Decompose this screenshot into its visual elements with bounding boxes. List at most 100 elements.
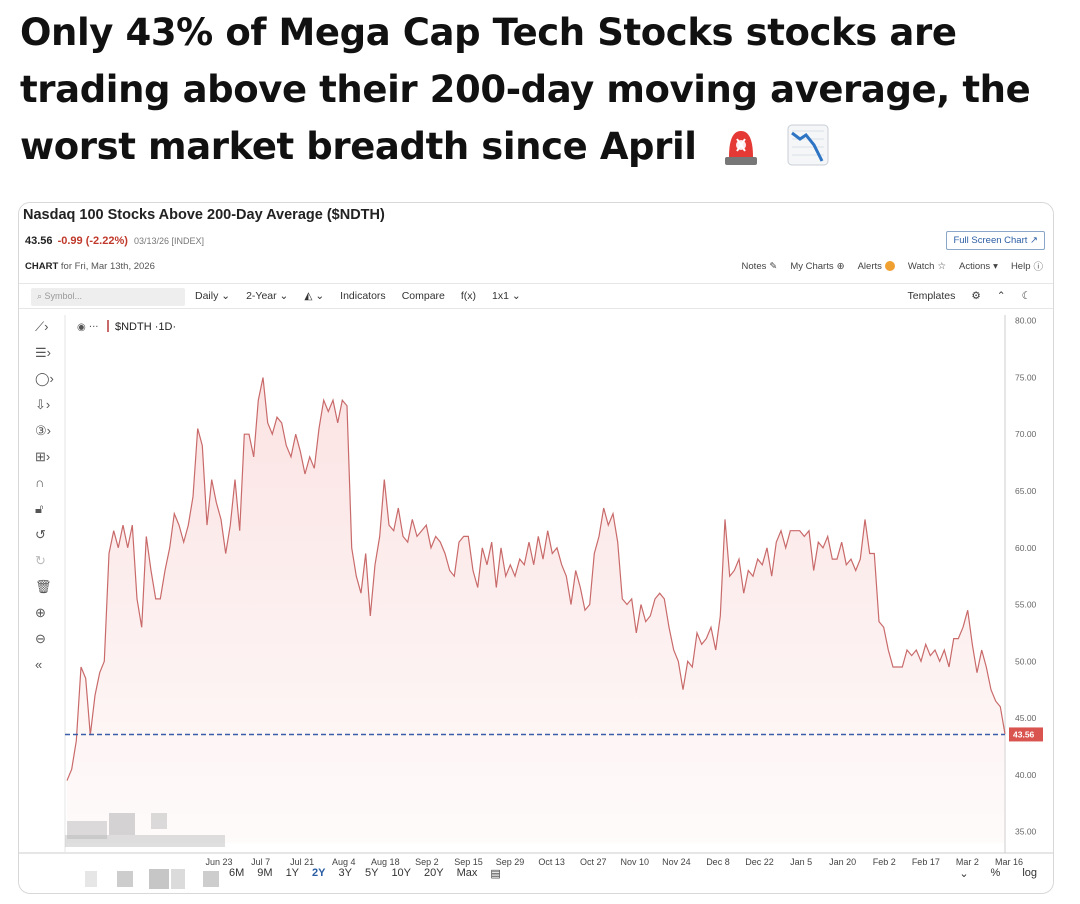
collapse-icon[interactable]: « [35, 657, 43, 672]
scale-options: ⌄ % log [959, 867, 1037, 880]
quote-meta: 03/13/26 [INDEX] [133, 236, 205, 246]
rotating-light-icon [725, 130, 758, 165]
my-charts-link[interactable]: My Charts ⊕ [790, 260, 845, 272]
y-tick-label: 40.00 [1015, 770, 1037, 780]
watch-link[interactable]: Watch ☆ [907, 260, 946, 272]
x-tick-label: Sep 15 [454, 857, 483, 867]
x-tick-label: Jan 20 [829, 857, 856, 867]
x-tick-label: Nov 24 [662, 857, 691, 867]
trash-icon[interactable]: 🗑︎ [35, 579, 52, 594]
x-tick-label: Oct 27 [580, 857, 607, 867]
last-value-badge [1009, 727, 1043, 742]
interval-dropdown[interactable]: Daily ⌄ [195, 290, 231, 302]
x-tick-label: Jul 21 [290, 857, 314, 867]
edit-icon: ✎ [769, 260, 778, 272]
layout-dropdown[interactable]: 1x1 ⌄ [492, 290, 521, 302]
series-color-marker [107, 320, 109, 332]
series-area [67, 377, 1005, 843]
price-change: -0.99 (-2.22%) [57, 235, 128, 247]
percent-scale-button[interactable]: % [990, 867, 1001, 879]
y-tick-label: 70.00 [1015, 429, 1037, 439]
lock-icon[interactable]: 🔓︎ [35, 501, 44, 516]
quote-line: 43.56 -0.99 (-2.22%) 03/13/26 [INDEX] [25, 235, 204, 247]
collapse-up-icon[interactable]: ⌃ [996, 290, 1006, 302]
period-6m[interactable]: 6M [229, 867, 245, 879]
plus-circle-icon: ⊕ [836, 260, 845, 272]
period-max[interactable]: Max [456, 867, 478, 879]
period-5y[interactable]: 5Y [364, 867, 379, 879]
x-tick-label: Aug 4 [332, 857, 356, 867]
x-tick-label: Nov 10 [621, 857, 650, 867]
range-dropdown[interactable]: 2-Year ⌄ [246, 290, 289, 302]
chart-widget: Nasdaq 100 Stocks Above 200-Day Average … [18, 202, 1054, 894]
alerts-link[interactable]: Alerts [858, 261, 895, 272]
y-tick-label: 45.00 [1015, 713, 1037, 723]
period-bar: 6M 9M 1Y 2Y 3Y 5Y 10Y 20Y Max ▤ [229, 867, 501, 880]
period-2y[interactable]: 2Y [312, 867, 326, 879]
number-tool-icon[interactable]: ③› [35, 423, 51, 438]
x-tick-label: Feb 2 [873, 857, 896, 867]
series-label: $NDTH ·1D· [115, 321, 176, 333]
alert-icon [884, 261, 895, 271]
indicators-button[interactable]: Indicators [340, 290, 386, 302]
symbol-search-input[interactable]: ⌕ Symbol... [31, 288, 185, 306]
actions-menu[interactable]: Actions ▾ [959, 260, 998, 272]
undo-icon[interactable]: ↺ [35, 527, 46, 542]
help-link[interactable]: Help ⓘ [1010, 260, 1043, 274]
chart-type-dropdown[interactable]: ◭ ⌄ [304, 290, 325, 302]
x-tick-label: Aug 18 [371, 857, 400, 867]
collapse-down-icon[interactable]: ⌄ [959, 868, 969, 880]
x-tick-label: Sep 29 [496, 857, 525, 867]
series-line [66, 377, 1006, 781]
x-tick-label: Jul 7 [251, 857, 270, 867]
zoom-in-icon[interactable]: ⊕ [35, 605, 46, 620]
period-9m[interactable]: 9M [257, 867, 273, 879]
toolbar-items: Daily ⌄ 2-Year ⌄ ◭ ⌄ Indicators Compare … [195, 290, 521, 302]
help-icon: ⓘ [1033, 262, 1043, 273]
redacted-area [65, 813, 225, 893]
x-tick-label: Mar 2 [956, 857, 979, 867]
settings-icon[interactable]: ⚙ [971, 290, 981, 302]
text-tool-icon[interactable]: ☰› [35, 345, 51, 360]
x-tick-label: Jan 5 [790, 857, 812, 867]
y-tick-label: 35.00 [1015, 827, 1037, 837]
x-tick-label: Feb 17 [912, 857, 940, 867]
headline: Only 43% of Mega Cap Tech Stocks stocks … [20, 11, 1031, 168]
chart-title: Nasdaq 100 Stocks Above 200-Day Average … [23, 207, 385, 223]
x-tick-label: Jun 23 [205, 857, 232, 867]
theme-icon[interactable]: ☾ [1021, 290, 1031, 302]
period-1y[interactable]: 1Y [285, 867, 300, 879]
magnet-icon[interactable]: ∩ [35, 475, 45, 490]
redo-icon[interactable]: ↻ [35, 553, 46, 568]
zoom-out-icon[interactable]: ⊖ [35, 631, 46, 646]
period-20y[interactable]: 20Y [424, 867, 444, 879]
area-chart-icon: ◭ [304, 290, 313, 302]
x-tick-label: Dec 8 [706, 857, 730, 867]
compare-button[interactable]: Compare [401, 290, 445, 302]
y-tick-label: 55.00 [1015, 600, 1037, 610]
templates-button[interactable]: Templates [907, 290, 956, 302]
arrow-tool-icon[interactable]: ⇩› [35, 397, 51, 412]
chart-date: CHART for Fri, Mar 13th, 2026 [25, 261, 155, 272]
x-tick-label: Mar 16 [995, 857, 1023, 867]
last-price: 43.56 [25, 235, 53, 247]
y-tick-label: 65.00 [1015, 486, 1037, 496]
shape-tool-icon[interactable]: ◯› [35, 371, 54, 386]
calendar-icon[interactable]: ▤ [490, 868, 501, 880]
y-tick-label: 80.00 [1015, 316, 1037, 326]
full-screen-chart-button[interactable]: Full Screen Chart ↗ [946, 231, 1045, 250]
line-tool-icon[interactable]: ⟋› [35, 319, 49, 334]
period-3y[interactable]: 3Y [338, 867, 352, 879]
drawing-tools: ⟋› ☰› ◯› ⇩› ③› ⊞› ∩ 🔓︎ ↺ ↻ 🗑︎ ⊕ ⊖ « [29, 319, 63, 683]
notes-link[interactable]: Notes ✎ [741, 260, 778, 272]
log-scale-button[interactable]: log [1022, 867, 1037, 879]
eye-icon: ◉ ··· [77, 322, 98, 333]
fx-button[interactable]: f(x) [460, 290, 477, 302]
period-10y[interactable]: 10Y [391, 867, 412, 879]
chart-decreasing-icon [787, 124, 829, 165]
x-tick-label: Dec 22 [745, 857, 774, 867]
toolbar-right: Templates ⚙ ⌃ ☾ [907, 290, 1031, 302]
y-tick-label: 75.00 [1015, 372, 1037, 382]
star-icon: ☆ [937, 260, 946, 272]
measure-tool-icon[interactable]: ⊞› [35, 449, 51, 464]
